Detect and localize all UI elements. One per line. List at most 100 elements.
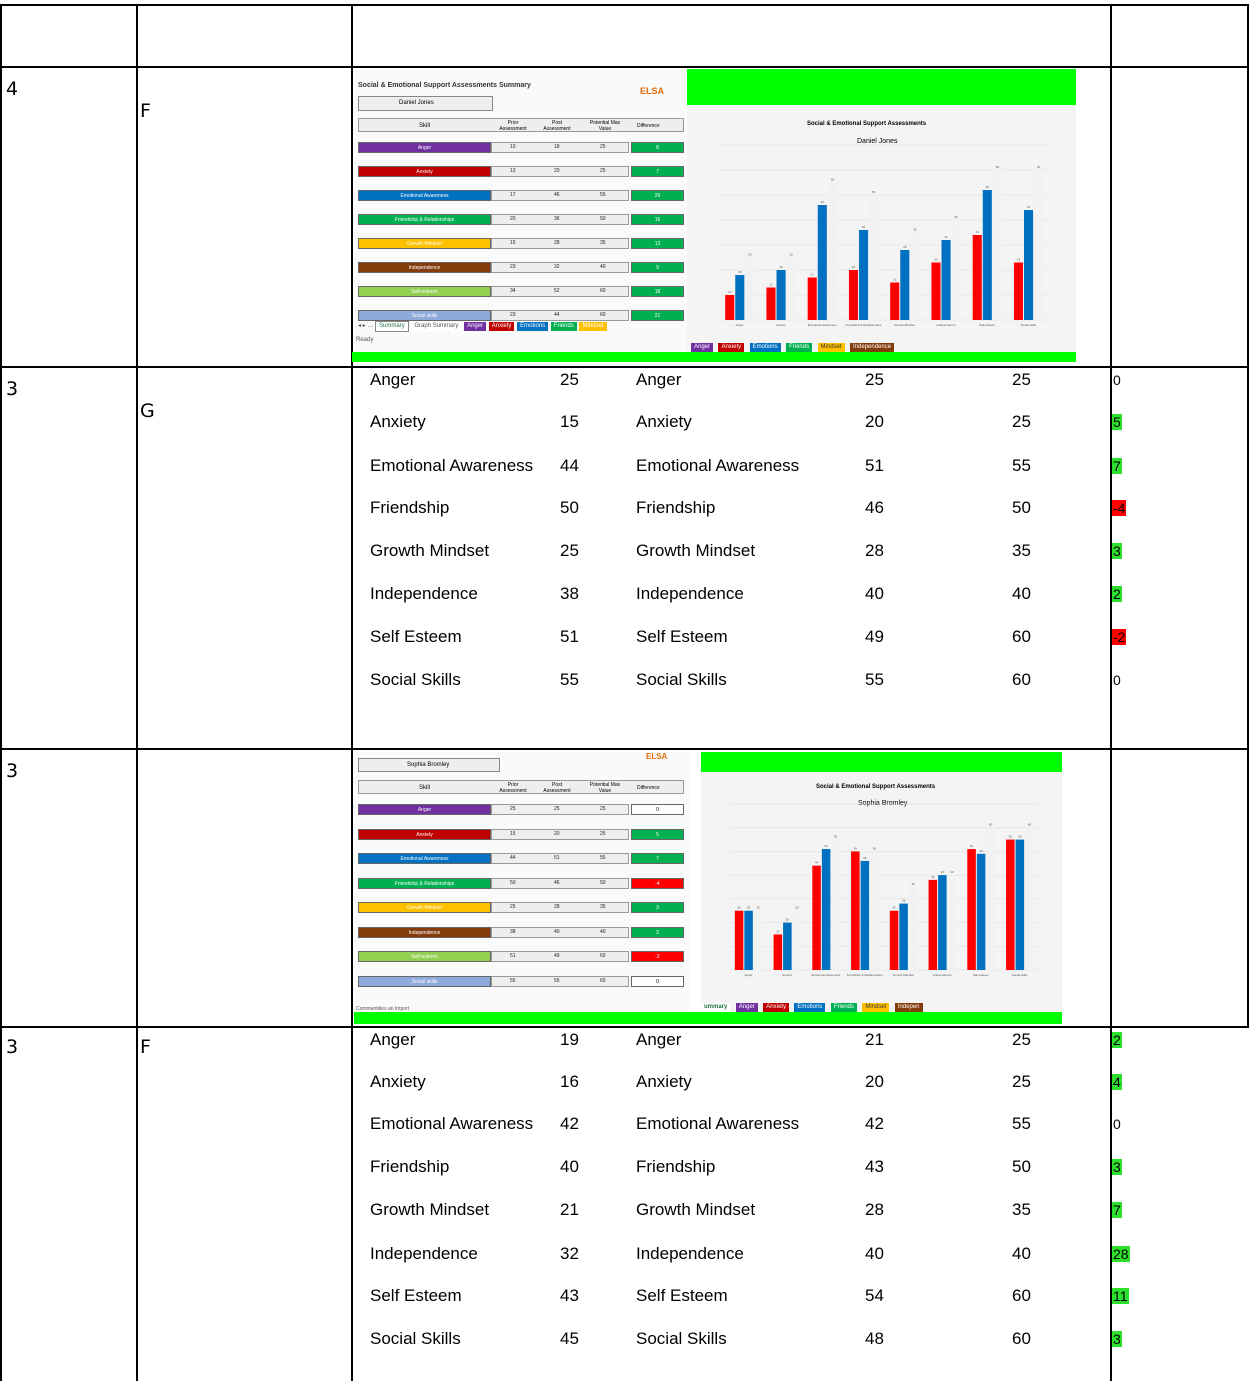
skill-difference: 2 (631, 926, 684, 938)
skill-values: 23 44 60 (491, 310, 629, 321)
summary-header: Skill Prior Assessment Post Assessment P… (358, 118, 684, 132)
skill-post-value: 20 (554, 830, 560, 837)
tab-emotions[interactable]: Emotions (517, 322, 549, 331)
prior-score: 55 (560, 670, 579, 689)
max-score: 25 (1012, 412, 1031, 431)
chart-bar (928, 879, 938, 970)
chart-bar (783, 922, 792, 970)
skill-difference: 29 (631, 190, 684, 201)
skill-difference: -4 (631, 877, 684, 889)
category-label: Independence (936, 323, 955, 327)
tab-independence[interactable]: Independence (850, 343, 895, 352)
chart-bar (725, 295, 735, 320)
tab-mindset[interactable]: Mindset (817, 343, 845, 352)
skill-name-repeat: Independence (636, 1244, 744, 1263)
skill-label: Growth Mindset (358, 238, 491, 249)
skill-max-value: 25 (600, 806, 606, 812)
table-border (0, 4, 2, 1381)
data-label: 60 (1037, 165, 1041, 169)
chart-bar (821, 849, 831, 970)
tab-anxiety[interactable]: Anxiety (488, 322, 515, 331)
skill-values: 25 25 25 (491, 804, 629, 815)
category-label: Anxiety (776, 323, 786, 327)
skill-name-repeat: Growth Mindset (636, 1200, 756, 1219)
chart-student: Sophia Bromley (858, 800, 908, 807)
skill-post-value: 52 (554, 288, 560, 294)
tab-friends[interactable]: Friends (830, 1003, 857, 1012)
data-label: 60 (989, 823, 993, 827)
chart-bar (827, 182, 837, 320)
difference-value: 11 (1112, 1288, 1129, 1304)
chart-bar (776, 270, 786, 320)
year-cell: 3 (6, 1036, 19, 1058)
data-label: 20 (852, 265, 856, 269)
tab-summary[interactable]: ummary (701, 1003, 731, 1012)
max-score: 25 (1012, 1030, 1031, 1049)
skill-label: Independence (358, 926, 491, 938)
data-label: 34 (976, 230, 980, 234)
data-label: 50 (854, 846, 858, 850)
category-label: Emotional Awareness (808, 323, 837, 327)
skill-max-value: 50 (600, 879, 606, 886)
chart-title: Social & Emotional Support Assessments (807, 121, 927, 127)
tab-independence[interactable]: Indepen (894, 1003, 923, 1012)
data-label: 25 (737, 906, 741, 910)
tab-mindset[interactable]: Mindset (579, 322, 607, 331)
data-label: 60 (1028, 823, 1032, 827)
skill-prior-value: 23 (510, 264, 516, 270)
tab-anxiety[interactable]: Anxiety (718, 343, 745, 352)
summary-screenshot: Social & Emotional Support Assessments S… (354, 70, 687, 360)
data-label: 20 (786, 918, 790, 922)
table-border (351, 4, 353, 1381)
student-name-box: Sophia Bromley (358, 758, 500, 772)
skill-max-value: 60 (600, 953, 606, 959)
skill-name-repeat: Growth Mindset (636, 541, 756, 560)
category-label: Anger (736, 323, 744, 327)
skill-row: Anxiety 15 20 25 5 (358, 828, 684, 840)
chart-bar (792, 910, 802, 970)
max-score: 60 (1012, 1329, 1031, 1348)
tab-anger[interactable]: Anger (735, 1003, 758, 1012)
skill-prior-value: 13 (510, 168, 516, 174)
chart-bar (1015, 839, 1025, 970)
table-border (0, 366, 1249, 368)
skill-max-value: 25 (600, 830, 606, 837)
prior-score: 19 (560, 1030, 579, 1049)
post-score: 43 (865, 1157, 884, 1176)
max-score: 35 (1012, 541, 1031, 560)
chart-bar (900, 250, 910, 320)
summary-header: Skill Prior Assessment Post Assessment P… (358, 780, 684, 794)
sheet-tabs: Anger Anxiety Emotions Friends Mindset I… (691, 335, 895, 352)
skill-difference: 0 (631, 975, 684, 987)
tab-mindset[interactable]: Mindset (862, 1003, 890, 1012)
tab-friends[interactable]: Friends (550, 322, 577, 331)
skill-values: 20 36 50 (491, 214, 629, 225)
data-label: 20 (779, 265, 783, 269)
tab-emotions[interactable]: Emotions (794, 1003, 826, 1012)
max-score: 40 (1012, 584, 1031, 603)
tab-graph-summary[interactable]: Graph Summary (411, 322, 462, 331)
tab-anger[interactable]: Anger (691, 343, 714, 352)
skill-name: Emotional Awareness (370, 1114, 534, 1133)
difference-value: -2 (1112, 629, 1127, 645)
skill-name-repeat: Emotional Awareness (636, 1114, 800, 1133)
skill-post-value: 18 (554, 144, 560, 150)
bar-chart: 10 13 17 20 15 23 34 23 18 20 46 36 28 32 52 44 25 25 55 50… (719, 144, 1049, 327)
tab-anxiety[interactable]: Anxiety (763, 1003, 789, 1012)
header-difference: Difference (637, 123, 660, 129)
skill-row: Friendship & Relationships 20 36 50 16 (358, 214, 684, 225)
skill-row: Emotional Awareness 44 51 55 7 (358, 853, 684, 864)
prior-score: 21 (560, 1200, 579, 1219)
tab-friends[interactable]: Friends (786, 343, 813, 352)
post-score: 28 (865, 541, 884, 560)
tab-anger[interactable]: Anger (464, 322, 487, 331)
skill-row: Independence 23 32 40 9 (358, 262, 684, 273)
tab-emotions[interactable]: Emotions (749, 343, 781, 352)
chart-bar (947, 875, 957, 970)
skill-name: Social Skills (370, 1329, 461, 1348)
tab-summary[interactable]: Summary (375, 321, 409, 332)
prior-score: 38 (560, 584, 579, 603)
category-label: Social skills (1012, 973, 1028, 977)
data-label: 17 (811, 273, 815, 277)
skill-values: 38 40 40 (491, 926, 629, 938)
